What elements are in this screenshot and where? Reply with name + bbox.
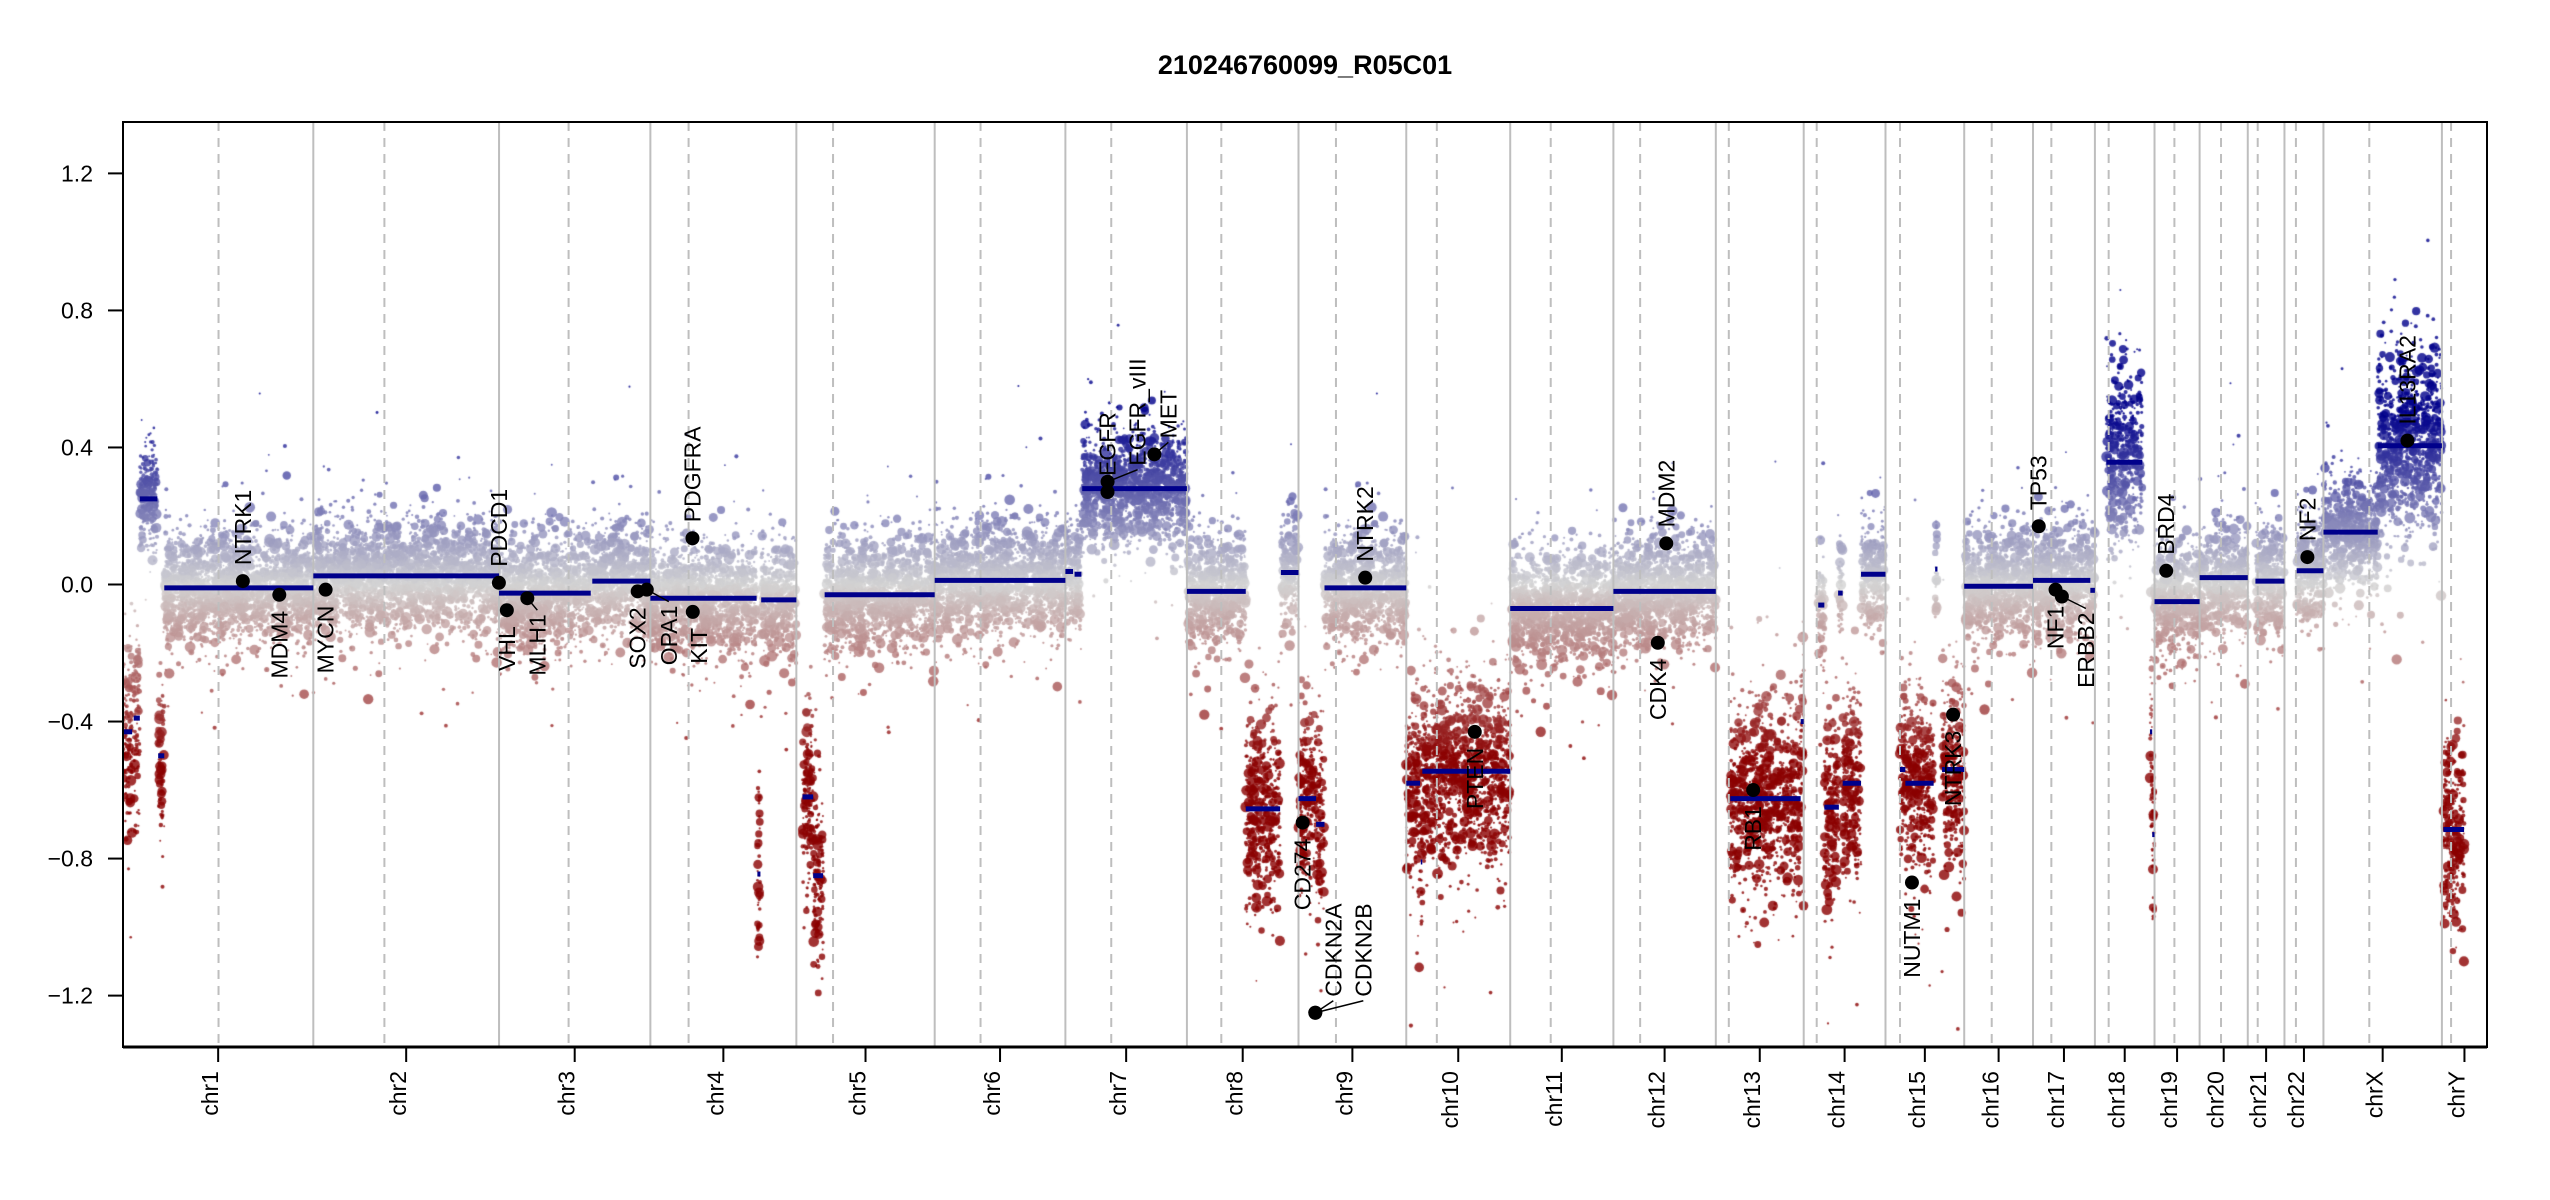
x-tick-label: chr21 [2245,1071,2271,1129]
y-tick-label: −0.4 [48,709,94,735]
x-tick-label: chr18 [2104,1071,2130,1129]
gene-label: EGFR_vIII [1125,358,1151,465]
gene-label: CDKN2A [1320,903,1346,997]
x-tick-label: chr12 [1644,1071,1670,1129]
y-tick-label: −1.2 [48,983,93,1009]
x-tick-label: chr1 [197,1071,223,1116]
gene-label: MET [1155,390,1181,439]
chart-title: 210246760099_R05C01 [1158,50,1452,80]
x-tick-label: chr22 [2283,1071,2309,1129]
x-tick-label: chr16 [1978,1071,2004,1129]
segments [123,443,2465,879]
x-tick-label: chr8 [1222,1071,1248,1116]
gene-label: TP53 [2026,455,2052,510]
gene-label: CD274 [1290,838,1316,910]
x-tick-label: chr6 [979,1071,1005,1116]
gene-point [272,587,287,602]
x-tick-label: chr4 [702,1071,728,1116]
x-tick-label: chr20 [2203,1071,2229,1129]
y-tick-label: −0.8 [48,846,93,872]
x-tick-label: chr14 [1824,1071,1850,1129]
x-tick-label: chrY [2443,1071,2469,1118]
gene-label: MDM2 [1653,460,1679,528]
gene-point [318,582,333,597]
gene-label: NUTM1 [1899,899,1925,978]
gene-label: OPA1 [656,606,682,666]
gene-label: MDM4 [266,611,292,679]
gene-point [1650,635,1665,650]
gene-label: MYCN [313,606,339,674]
gene-label-leader [1107,469,1138,483]
x-tick-label: chr2 [385,1071,411,1116]
gene-label: PDCD1 [486,489,512,567]
gene-point [2400,433,2415,448]
gene-point [1295,815,1310,830]
gene-point [235,574,250,589]
gene-point [1746,783,1761,798]
x-tick-label: chr15 [1904,1071,1930,1129]
x-tick-label: chr3 [554,1071,580,1116]
gene-point [685,604,700,619]
gene-label: EGFR [1095,412,1121,476]
gene-label: RB1 [1740,806,1766,851]
gene-label: CDKN2B [1350,903,1376,996]
gene-label: ERBB2 [2073,612,2099,687]
gene-label: NF1 [2043,606,2069,649]
gene-label: SOX2 [625,607,651,668]
y-tick-label: 0.4 [61,434,93,460]
gene-label: PTEN [1462,748,1488,809]
gene-label-leader [526,597,538,611]
x-tick-label: chr5 [845,1071,871,1116]
gene-label: CDK4 [1645,659,1671,721]
x-tick-label: chr11 [1541,1071,1567,1127]
gene-label: NF2 [2294,498,2320,541]
x-tick-label: chr19 [2156,1071,2182,1129]
x-tick-label: chr13 [1739,1071,1765,1129]
gene-point [1467,724,1482,739]
gene-point [2031,519,2046,534]
gene-point [2300,550,2315,565]
gene-markers: NTRK1 MDM4 MYCN PDCD1 VHL MLH1 SOX2 OPA1 PDGFRA K… [230,335,2420,1020]
x-tick-label: chr10 [1437,1071,1463,1129]
gene-point [685,531,700,546]
gene-label-leader [1315,1000,1364,1014]
gene-label-leader [2061,595,2087,610]
gene-point [491,575,506,590]
gene-label: IL13RA2 [2394,335,2420,425]
gene-point [1904,875,1919,890]
x-tick-label: chr17 [2043,1071,2069,1129]
y-tick-label: 0.0 [61,572,93,598]
gene-point [499,603,514,618]
gene-point [1659,536,1674,551]
gene-label: KIT [686,628,712,664]
y-tick-label: 0.8 [61,297,93,323]
gene-label-leader [646,588,670,603]
x-tick-label: chrX [2362,1071,2388,1118]
gene-label: BRD4 [2153,493,2179,555]
gene-point [2159,563,2174,578]
gene-label: VHL [494,626,520,671]
gene-label: MLH1 [524,614,550,675]
x-tick-label: chr7 [1105,1071,1131,1116]
axes: 1.2 0.8 0.4 0.0 −0.4 −0.8 −1.2 chr1 chr2 chr3 chr4… [48,121,2488,1129]
x-tick-label: chr9 [1331,1071,1357,1116]
gene-point [1358,570,1373,585]
gene-label: NTRK3 [1940,731,1966,806]
y-tick-label: 1.2 [61,160,93,186]
gene-label: NTRK1 [230,490,256,565]
gene-point [1946,707,1961,722]
gene-label: NTRK2 [1352,486,1378,561]
gene-label-leader [1153,441,1169,455]
gene-point [1100,485,1115,499]
gene-label: PDGFRA [679,426,705,523]
